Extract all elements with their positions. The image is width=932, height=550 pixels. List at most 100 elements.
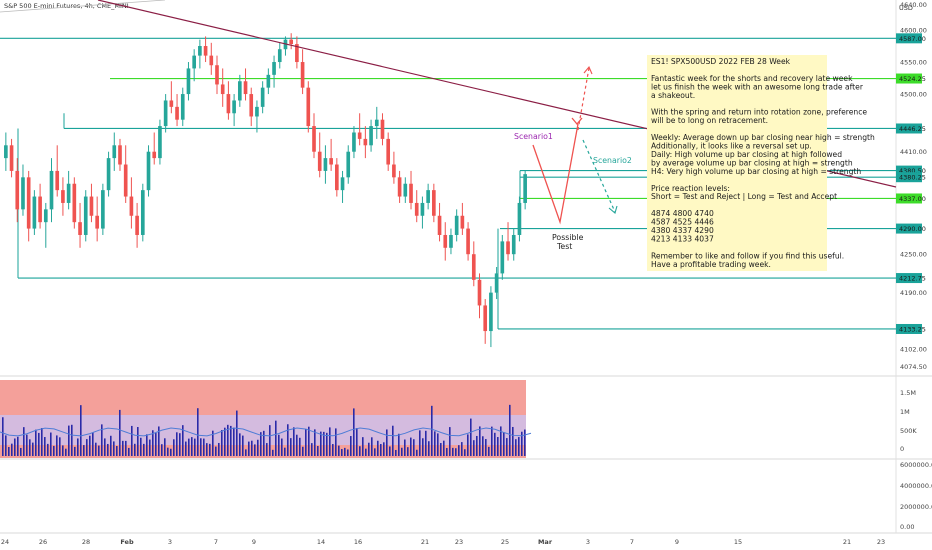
volume-bar xyxy=(272,449,274,456)
volume-bar xyxy=(488,446,490,456)
volume-bar xyxy=(389,446,391,456)
volume-bar xyxy=(206,443,208,456)
candle-body xyxy=(55,170,60,191)
volume-bar xyxy=(227,424,229,456)
candlestick-series xyxy=(4,33,527,348)
oscillator-tick-label: 4000000.00 xyxy=(900,482,932,490)
volume-bar xyxy=(437,433,439,456)
volume-bar xyxy=(365,448,367,456)
candle-body xyxy=(380,119,385,139)
scenario1-path[interactable] xyxy=(532,123,579,225)
level-lines[interactable] xyxy=(0,37,896,330)
level-badge-label: 4133.25 xyxy=(899,325,926,333)
candle-body xyxy=(255,106,259,117)
scenario1-projection[interactable] xyxy=(577,67,590,131)
level-badge xyxy=(896,123,922,134)
candle-body xyxy=(66,183,71,203)
candle-body xyxy=(272,62,276,75)
volume-bar xyxy=(128,447,130,456)
candle-body xyxy=(483,305,488,332)
price-tick-label: 4500.00 xyxy=(900,91,927,99)
volume-bar xyxy=(497,437,499,456)
candle-body xyxy=(409,183,413,203)
candle-body xyxy=(32,196,37,229)
volume-bar xyxy=(155,433,157,456)
level-badge xyxy=(896,193,922,204)
candle-body xyxy=(163,100,168,127)
candle-body xyxy=(21,177,25,210)
candle-body xyxy=(123,164,128,197)
volume-bar xyxy=(329,427,331,456)
volume-bar xyxy=(158,426,160,456)
volume-bar xyxy=(125,440,127,456)
volume-bar xyxy=(200,438,202,456)
gray-trendline[interactable] xyxy=(0,0,166,13)
time-tick-label: 23 xyxy=(877,538,885,546)
candle-body xyxy=(243,81,248,95)
volume-bar xyxy=(509,404,511,456)
volume-bar xyxy=(221,430,223,456)
volume-bar xyxy=(407,447,409,456)
volume-bar xyxy=(149,439,151,456)
volume-bar xyxy=(236,410,238,456)
volume-bar xyxy=(197,408,199,456)
note-line: H4: Very high volume up bar closing at h… xyxy=(651,167,861,176)
candle-body xyxy=(83,196,88,235)
analysis-note[interactable] xyxy=(647,55,827,271)
volume-bar xyxy=(110,435,112,456)
volume-bar xyxy=(65,448,67,456)
time-tick-label: 9 xyxy=(675,538,679,546)
volume-bar xyxy=(251,440,253,456)
volume-bar xyxy=(323,431,325,456)
volume-bar xyxy=(2,417,4,456)
candle-body xyxy=(112,145,117,159)
candle-body xyxy=(226,94,231,114)
volume-bar xyxy=(449,427,451,456)
volume-bar xyxy=(392,425,394,456)
volume-bar xyxy=(473,440,475,456)
volume-bar xyxy=(146,434,148,456)
time-axis[interactable]: 24 26 28 Feb 3 7 9 14 16 21 23 25 Mar 3 7 9 15 21 23 xyxy=(1,538,885,546)
price-axis[interactable]: 4640.00 4600.00 4550.00 4500.00 4410.00 4250.… xyxy=(900,1,927,371)
candle-body xyxy=(15,170,20,210)
candle-body xyxy=(101,190,105,229)
volume-bar xyxy=(209,443,211,456)
volume-bar xyxy=(20,447,22,456)
volume-bar xyxy=(326,432,328,456)
symbol-title: S&P 500 E-mini Futures, 4h, CME_MINI xyxy=(4,2,129,10)
candle-body xyxy=(277,49,282,63)
volume-bars xyxy=(0,404,532,456)
time-tick-label: 9 xyxy=(252,538,256,546)
oscillator-tick-label: 6000000.00 xyxy=(900,461,932,469)
volume-bar xyxy=(311,443,313,456)
candle-body xyxy=(477,279,482,306)
volume-tick-label: 500K xyxy=(900,427,917,435)
volume-bar xyxy=(404,439,406,456)
time-tick-label: 21 xyxy=(843,538,851,546)
volume-axis: 1.5M 1M 500K 0 xyxy=(900,389,917,453)
candle-body xyxy=(26,177,31,229)
volume-bar xyxy=(314,429,316,456)
scenario2-projection[interactable] xyxy=(582,139,616,213)
volume-bar xyxy=(302,446,304,456)
test-label: Test xyxy=(556,242,572,251)
volume-bar xyxy=(506,438,508,456)
candle-body xyxy=(335,164,339,191)
candle-body xyxy=(323,158,328,171)
volume-bar xyxy=(347,449,349,456)
volume-bar xyxy=(359,446,361,456)
note-line: will be to long on retracement. xyxy=(651,116,768,125)
candle-body xyxy=(306,87,311,127)
volume-bar xyxy=(275,420,277,456)
note-line: Fantastic week for the shorts and recove… xyxy=(651,74,853,83)
level-badge xyxy=(896,273,922,284)
candle-body xyxy=(511,234,516,255)
note-line: Weekly: Average down up bar closing near… xyxy=(651,133,875,142)
volume-bar xyxy=(215,446,217,456)
candle-body xyxy=(9,145,14,171)
time-tick-label: 23 xyxy=(455,538,463,546)
volume-bar xyxy=(458,445,460,456)
volume-bar xyxy=(170,448,172,456)
volume-bar xyxy=(98,445,100,456)
